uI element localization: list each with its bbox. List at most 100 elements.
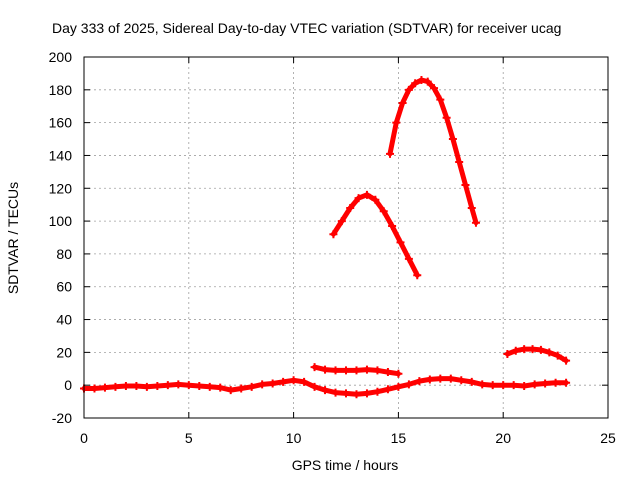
grid xyxy=(84,57,608,418)
data-point xyxy=(530,380,539,389)
data-point xyxy=(321,386,330,395)
data-point xyxy=(247,382,256,391)
data-point xyxy=(300,377,309,386)
data-point xyxy=(562,356,571,365)
data-point xyxy=(163,381,172,390)
data-point xyxy=(551,378,560,387)
data-point xyxy=(461,180,470,189)
series-late-arc xyxy=(503,345,571,365)
data-point xyxy=(371,195,380,204)
data-point xyxy=(342,366,350,375)
data-point xyxy=(354,194,363,203)
x-tick-label: 15 xyxy=(391,430,407,446)
x-tick-label: 0 xyxy=(80,430,88,446)
x-tick-label: 10 xyxy=(286,430,302,446)
data-point xyxy=(467,203,476,212)
data-point xyxy=(436,95,445,104)
data-point xyxy=(503,350,512,359)
ticks: -20 0 20 40 60 80 100 120 140 160 180 200 0 5 10 15 20 25 xyxy=(49,49,616,446)
y-tick-label: 0 xyxy=(64,377,72,393)
data-point xyxy=(383,385,392,394)
data-point xyxy=(448,135,457,144)
data-point xyxy=(100,383,109,392)
data-point xyxy=(310,382,319,391)
data-point xyxy=(478,380,487,389)
y-tick-label: 120 xyxy=(49,180,73,196)
data-point xyxy=(520,382,529,391)
data-point xyxy=(258,380,267,389)
data-point xyxy=(321,365,330,374)
data-point xyxy=(310,363,319,372)
series-layer xyxy=(80,75,571,399)
data-point xyxy=(337,217,346,226)
data-point xyxy=(184,381,193,390)
data-point xyxy=(509,381,518,390)
data-point xyxy=(417,75,426,84)
y-tick-label: 60 xyxy=(56,279,72,295)
data-point xyxy=(404,380,413,389)
series-low-arc xyxy=(310,363,403,378)
data-point xyxy=(392,118,401,127)
x-tick-label: 20 xyxy=(495,430,511,446)
y-tick-label: 40 xyxy=(56,312,72,328)
x-axis-label: GPS time / hours xyxy=(292,457,399,473)
data-point xyxy=(457,376,466,385)
y-tick-label: 20 xyxy=(56,344,72,360)
data-point xyxy=(404,254,413,263)
x-tick-label: 25 xyxy=(600,430,616,446)
chart-title: Day 333 of 2025, Sidereal Day-to-day VTE… xyxy=(52,20,561,36)
data-point xyxy=(216,383,225,392)
data-point xyxy=(499,381,508,390)
y-tick-label: -20 xyxy=(52,410,72,426)
data-point xyxy=(279,377,288,386)
data-point xyxy=(541,379,550,388)
data-point xyxy=(195,382,204,391)
data-point xyxy=(362,365,371,374)
data-point xyxy=(142,382,151,391)
data-point xyxy=(226,386,235,395)
data-point xyxy=(205,382,214,391)
data-point xyxy=(383,368,392,377)
data-point xyxy=(174,380,183,389)
data-point xyxy=(396,238,405,247)
data-point xyxy=(329,230,338,239)
data-point xyxy=(342,389,350,398)
data-point xyxy=(511,346,520,355)
data-point xyxy=(446,374,455,383)
x-tick-label: 5 xyxy=(185,430,193,446)
y-tick-label: 180 xyxy=(49,82,73,98)
data-point xyxy=(520,345,529,354)
data-point xyxy=(430,84,439,93)
data-point xyxy=(488,381,497,390)
data-point xyxy=(415,377,424,386)
data-point xyxy=(362,190,371,199)
data-point xyxy=(362,389,371,398)
data-point xyxy=(553,351,562,360)
data-point xyxy=(289,376,298,385)
data-point xyxy=(455,158,464,167)
data-point xyxy=(121,382,130,391)
data-point xyxy=(352,390,361,399)
data-point xyxy=(528,345,537,354)
series-mid-peak xyxy=(329,190,422,280)
data-point xyxy=(373,387,382,396)
data-point xyxy=(153,382,162,391)
series-baseline xyxy=(80,374,571,399)
data-point xyxy=(536,345,545,354)
plot-frame xyxy=(83,56,609,419)
data-point xyxy=(111,382,120,391)
data-point xyxy=(379,207,388,216)
y-tick-label: 140 xyxy=(49,147,73,163)
data-point xyxy=(423,77,432,86)
data-point xyxy=(388,222,397,231)
y-axis-label: SDTVAR / TECUs xyxy=(5,182,21,294)
y-tick-label: 160 xyxy=(49,115,73,131)
data-point xyxy=(411,79,420,88)
data-point xyxy=(562,378,571,387)
data-point xyxy=(471,218,480,227)
data-point xyxy=(268,379,277,388)
y-tick-label: 100 xyxy=(49,213,73,229)
data-point xyxy=(90,384,99,393)
data-point xyxy=(413,271,422,280)
data-point xyxy=(331,366,340,375)
